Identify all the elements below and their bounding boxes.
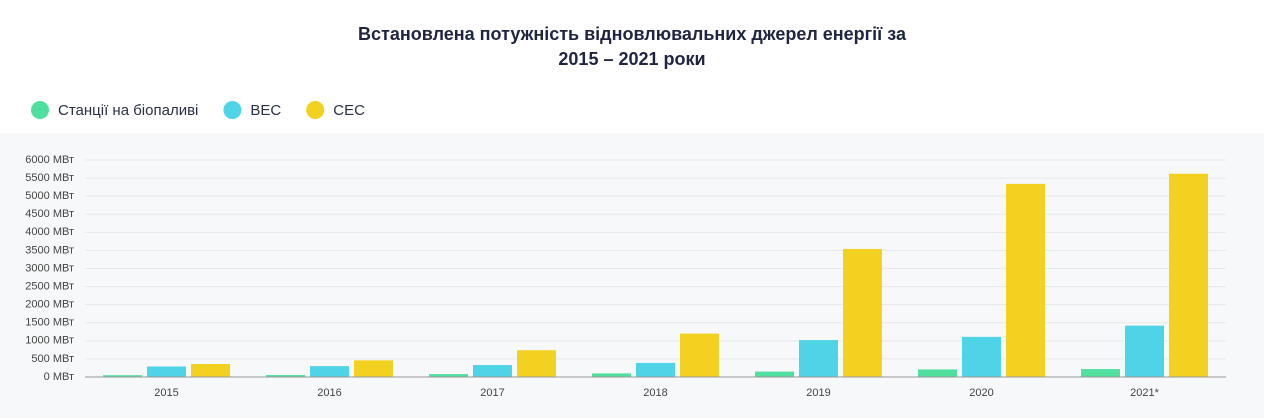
y-tick-label: 0 МВт — [44, 371, 74, 383]
bar — [310, 366, 349, 377]
bar — [103, 375, 142, 377]
y-tick-label: 3500 МВт — [25, 244, 74, 256]
bar — [592, 373, 631, 377]
chart-title: Встановлена потужність відновлювальних д… — [358, 24, 907, 44]
legend-marker[interactable] — [31, 101, 49, 119]
legend-label[interactable]: ВЕС — [250, 102, 281, 119]
bar — [918, 369, 957, 377]
y-tick-label: 1000 МВт — [25, 335, 74, 347]
x-tick-label: 2017 — [480, 387, 504, 399]
legend-marker[interactable] — [223, 101, 242, 119]
legend-label[interactable]: СЕС — [333, 102, 365, 119]
y-tick-label: 5500 МВт — [25, 172, 74, 184]
bar — [429, 374, 468, 377]
x-tick-label: 2018 — [643, 387, 667, 399]
bar — [147, 366, 186, 377]
bar — [1081, 369, 1120, 377]
y-tick-label: 2000 МВт — [25, 299, 74, 311]
bar — [1125, 325, 1164, 377]
bar — [1006, 183, 1045, 377]
bar — [636, 362, 675, 377]
bar — [1169, 173, 1208, 377]
bar — [962, 336, 1001, 377]
bar — [266, 375, 305, 377]
bar — [755, 371, 794, 377]
bar — [517, 350, 556, 377]
bar — [191, 363, 230, 377]
x-tick-label: 2015 — [154, 387, 178, 399]
y-tick-label: 3000 МВт — [25, 262, 74, 274]
y-tick-label: 500 МВт — [31, 353, 74, 365]
bar — [843, 248, 882, 377]
y-tick-label: 1500 МВт — [25, 317, 74, 329]
plot-background — [0, 133, 1264, 418]
bar — [354, 360, 393, 377]
bar — [680, 333, 719, 377]
x-tick-label: 2020 — [969, 387, 993, 399]
y-tick-label: 4500 МВт — [25, 208, 74, 220]
bar — [799, 340, 838, 377]
x-tick-label: 2021* — [1130, 387, 1159, 399]
y-tick-label: 2500 МВт — [25, 280, 74, 292]
y-tick-label: 4000 МВт — [25, 226, 74, 238]
chart-title: 2015 – 2021 роки — [558, 49, 705, 69]
legend-marker[interactable] — [306, 101, 325, 119]
x-tick-label: 2019 — [806, 387, 830, 399]
y-tick-label: 5000 МВт — [25, 190, 74, 202]
bar — [473, 365, 512, 377]
x-tick-label: 2016 — [317, 387, 341, 399]
legend-label[interactable]: Станції на біопаливі — [58, 102, 198, 119]
y-tick-label: 6000 МВт — [25, 154, 74, 166]
